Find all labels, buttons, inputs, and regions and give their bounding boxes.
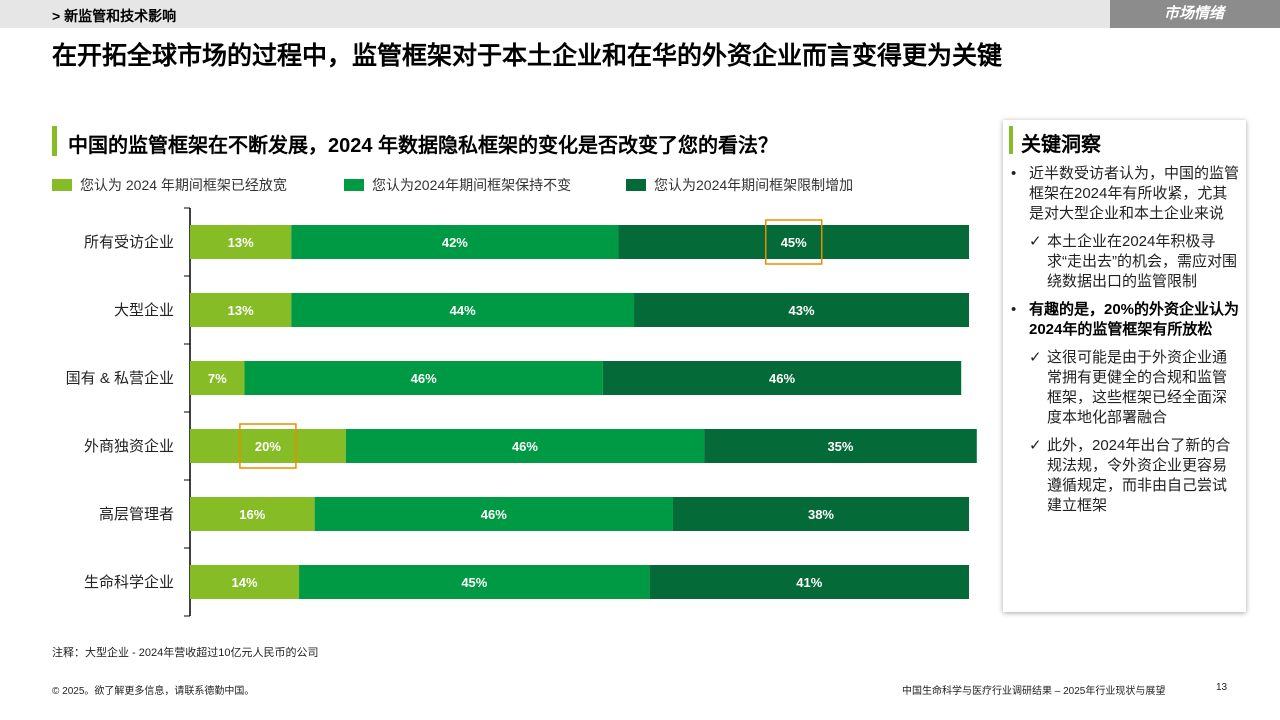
legend-swatch-loosened xyxy=(52,179,72,191)
insight-list: • 近半数受访者认为，中国的监管框架在2024年有所收紧，尤其是对大型企业和本土企… xyxy=(1003,164,1246,524)
data-label: 35% xyxy=(827,439,853,454)
bar-segment xyxy=(618,225,969,259)
bar-segment xyxy=(602,361,962,395)
category-label: 外商独资企业 xyxy=(84,437,174,455)
data-label: 45% xyxy=(781,235,807,250)
insight-accent-bar xyxy=(1009,126,1013,154)
category-label: 所有受访企业 xyxy=(84,233,174,251)
report-title: 中国生命科学与医疗行业调研结果 – 2025年行业现状与展望 xyxy=(902,686,1166,697)
bar-segment xyxy=(291,225,619,259)
bar-segment xyxy=(244,361,603,395)
bar-segment xyxy=(190,225,292,259)
category-label: 生命科学企业 xyxy=(84,573,174,591)
legend-item-unchanged: 您认为2024年期间框架保持不变 xyxy=(344,175,571,195)
data-label: 41% xyxy=(796,575,822,590)
bar-segment xyxy=(634,293,969,327)
insight-subpoint: ✓ 这很可能是由于外资企业通常拥有更健全的合规和监管框架，这些框架已经全面深度本地… xyxy=(1003,348,1246,428)
section-tag: 市场情绪 xyxy=(1110,0,1280,28)
legend-label-tightened: 您认为2024年期间框架限制增加 xyxy=(654,177,854,193)
data-label: 43% xyxy=(788,303,814,318)
insight-text: 近半数受访者认为，中国的监管框架在2024年有所收紧，尤其是对大型企业和本土企业… xyxy=(1029,165,1240,222)
key-insights-panel: 关键洞察 • 近半数受访者认为，中国的监管框架在2024年有所收紧，尤其是对大型企… xyxy=(1003,120,1246,612)
data-label: 13% xyxy=(228,303,254,318)
insight-subpoint: ✓ 此外，2024年出台了新的合规法规，令外资企业更容易遵循规定，而非由自己尝试建… xyxy=(1003,436,1246,516)
bar-segment xyxy=(299,565,650,599)
page-title: 在开拓全球市场的过程中，监管框架对于本土企业和在华的外资企业而言变得更为关键 xyxy=(52,42,1003,70)
legend-item-loosened: 您认为 2024 年期间框架已经放宽 xyxy=(52,175,287,195)
bar-segment xyxy=(190,429,346,463)
bar-segment xyxy=(190,361,245,395)
insight-text: 本土企业在2024年积极寻求“走出去”的机会，需应对围绕数据出口的监管限制 xyxy=(1047,233,1237,290)
insight-point: • 近半数受访者认为，中国的监管框架在2024年有所收紧，尤其是对大型企业和本土企… xyxy=(1003,164,1246,224)
checkmark-icon: ✓ xyxy=(1029,233,1042,250)
bar-segment xyxy=(190,565,300,599)
data-label: 42% xyxy=(442,235,468,250)
data-label: 14% xyxy=(232,575,258,590)
category-label: 大型企业 xyxy=(114,301,174,319)
insight-subpoint: ✓ 本土企业在2024年积极寻求“走出去”的机会，需应对围绕数据出口的监管限制 xyxy=(1003,232,1246,292)
footnote: 注释：大型企业 - 2024年营收超过10亿元人民币的公司 xyxy=(52,647,319,659)
legend-swatch-tightened xyxy=(626,179,646,191)
bar-segment xyxy=(190,293,292,327)
legend-swatch-unchanged xyxy=(344,179,364,191)
bar-segment xyxy=(649,565,969,599)
data-label: 16% xyxy=(239,507,265,522)
legend-label-unchanged: 您认为2024年期间框架保持不变 xyxy=(372,177,572,193)
bar-segment xyxy=(672,497,969,531)
data-label: 46% xyxy=(481,507,507,522)
bullet-icon: • xyxy=(1011,301,1017,318)
data-label: 13% xyxy=(228,235,254,250)
data-label: 46% xyxy=(512,439,538,454)
insight-title: 关键洞察 xyxy=(1021,134,1101,156)
data-label: 46% xyxy=(411,371,437,386)
bullet-icon: • xyxy=(1011,165,1017,182)
data-label: 46% xyxy=(769,371,795,386)
highlight-box xyxy=(764,219,823,265)
insight-text: 这很可能是由于外资企业通常拥有更健全的合规和监管框架，这些框架已经全面深度本地化… xyxy=(1047,349,1228,426)
checkmark-icon: ✓ xyxy=(1029,437,1042,454)
bar-segment xyxy=(704,429,977,463)
legend-item-tightened: 您认为2024年期间框架限制增加 xyxy=(626,175,853,195)
stacked-bar-chart: 所有受访企业 13% 42% 45% 大型企业 13% 44% 43% 国有 & 私营企业 7% 4… xyxy=(66,207,977,617)
bar-segment xyxy=(345,429,705,463)
bar-segment xyxy=(291,293,635,327)
data-label: 45% xyxy=(461,575,487,590)
category-label: 高层管理者 xyxy=(99,506,174,523)
breadcrumb[interactable]: > 新监管和技术影响 xyxy=(52,8,177,24)
insight-text: 此外，2024年出台了新的合规法规，令外资企业更容易遵循规定，而非由自己尝试建立… xyxy=(1047,437,1231,514)
data-label: 7% xyxy=(208,371,227,386)
bar-segment xyxy=(314,497,673,531)
legend-label-loosened: 您认为 2024 年期间框架已经放宽 xyxy=(80,177,287,193)
top-bar xyxy=(0,0,1280,28)
subtitle-accent-bar xyxy=(52,126,57,156)
copyright: © 2025。欲了解更多信息，请联系德勤中国。 xyxy=(52,686,255,697)
category-label: 国有 & 私营企业 xyxy=(66,369,174,387)
highlight-box xyxy=(239,423,297,469)
checkmark-icon: ✓ xyxy=(1029,349,1042,366)
insight-text: 有趣的是，20%的外资企业认为2024年的监管框架有所放松 xyxy=(1029,301,1240,338)
insight-point: • 有趣的是，20%的外资企业认为2024年的监管框架有所放松 xyxy=(1003,300,1246,340)
data-label: 20% xyxy=(255,439,281,454)
page-number: 13 xyxy=(1216,682,1228,693)
data-label: 44% xyxy=(450,303,476,318)
data-label: 38% xyxy=(808,507,834,522)
chart-title: 中国的监管框架在不断发展，2024 年数据隐私框架的变化是否改变了您的看法？ xyxy=(68,135,779,157)
bar-segment xyxy=(190,497,315,531)
